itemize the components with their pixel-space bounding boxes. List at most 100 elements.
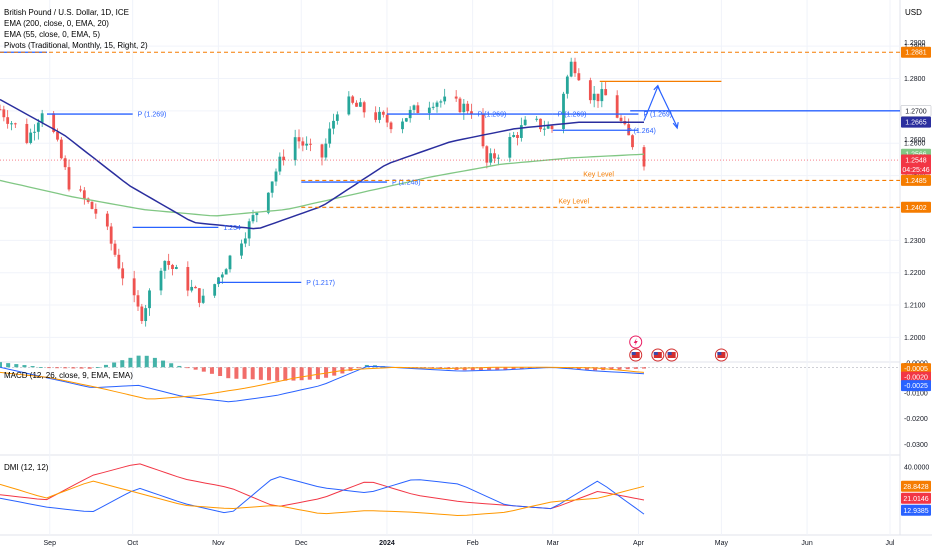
- lightning-icon[interactable]: [629, 335, 643, 349]
- candle-body[interactable]: [466, 103, 470, 112]
- candle-body[interactable]: [10, 123, 13, 125]
- macd-tag[interactable]: [901, 363, 931, 375]
- candle-body[interactable]: [401, 121, 404, 130]
- candle-body[interactable]: [565, 76, 569, 94]
- candle-body[interactable]: [328, 128, 332, 144]
- candle-body[interactable]: [52, 113, 56, 132]
- candle-body[interactable]: [159, 270, 163, 291]
- candle-body[interactable]: [592, 93, 596, 101]
- dmi-pane[interactable]: [0, 463, 645, 517]
- candle-body[interactable]: [171, 264, 174, 270]
- candle-body[interactable]: [546, 125, 550, 129]
- candle-body[interactable]: [596, 93, 600, 102]
- candle-body[interactable]: [243, 238, 247, 244]
- candle-body[interactable]: [508, 136, 512, 158]
- candle-body[interactable]: [174, 267, 178, 270]
- ema55-line[interactable]: [0, 98, 644, 230]
- candle-body[interactable]: [539, 118, 542, 130]
- candle-body[interactable]: [224, 269, 228, 275]
- candle-body[interactable]: [190, 286, 194, 291]
- candle-body[interactable]: [240, 243, 243, 256]
- candle-body[interactable]: [516, 135, 519, 138]
- candle-body[interactable]: [454, 96, 458, 99]
- candle-body[interactable]: [217, 277, 220, 285]
- candle-body[interactable]: [105, 213, 109, 227]
- candle-body[interactable]: [136, 295, 140, 307]
- candle-body[interactable]: [389, 122, 393, 130]
- macd-pane[interactable]: [0, 355, 900, 403]
- candle-body[interactable]: [355, 102, 358, 107]
- di-minus-line[interactable]: [0, 480, 645, 517]
- candle-body[interactable]: [140, 306, 144, 322]
- flag-us-icon[interactable]: [629, 348, 643, 362]
- price-tag[interactable]: [900, 105, 932, 117]
- candle-body[interactable]: [489, 153, 493, 163]
- price-tag[interactable]: [901, 154, 931, 175]
- price-tag[interactable]: [901, 116, 931, 128]
- candle-body[interactable]: [163, 260, 167, 271]
- candle-body[interactable]: [90, 201, 94, 209]
- candle-body[interactable]: [535, 118, 539, 120]
- currency-label[interactable]: USD: [905, 8, 922, 17]
- candle-body[interactable]: [278, 156, 282, 172]
- candle-body[interactable]: [523, 119, 527, 126]
- candle-body[interactable]: [0, 109, 2, 111]
- candle-body[interactable]: [481, 113, 485, 147]
- flag-us-icon[interactable]: [714, 348, 728, 362]
- candle-body[interactable]: [416, 105, 420, 113]
- price-tag[interactable]: [901, 174, 931, 186]
- candle-body[interactable]: [493, 153, 496, 159]
- candle-body[interactable]: [247, 221, 251, 239]
- candle-body[interactable]: [167, 260, 171, 265]
- candle-body[interactable]: [148, 290, 151, 309]
- candle-body[interactable]: [320, 144, 324, 158]
- candle-body[interactable]: [109, 226, 113, 244]
- candle-body[interactable]: [29, 132, 33, 143]
- candle-body[interactable]: [412, 105, 416, 110]
- candle-body[interactable]: [255, 212, 259, 216]
- candle-body[interactable]: [332, 120, 335, 129]
- candle-body[interactable]: [201, 295, 205, 303]
- candle-body[interactable]: [600, 89, 604, 102]
- candle-body[interactable]: [251, 215, 255, 222]
- candle-body[interactable]: [562, 93, 565, 129]
- candle-body[interactable]: [113, 243, 117, 255]
- dmi-tag[interactable]: [901, 492, 931, 504]
- candle-body[interactable]: [324, 143, 328, 158]
- candle-body[interactable]: [56, 131, 59, 140]
- candle-body[interactable]: [270, 181, 274, 193]
- macd-tag[interactable]: [901, 380, 931, 392]
- candle-body[interactable]: [550, 125, 554, 129]
- candle-body[interactable]: [374, 112, 378, 120]
- candle-body[interactable]: [470, 111, 473, 114]
- candle-body[interactable]: [378, 111, 381, 120]
- candle-body[interactable]: [385, 114, 389, 123]
- candle-body[interactable]: [282, 156, 286, 161]
- candle-body[interactable]: [335, 114, 339, 121]
- candle-body[interactable]: [94, 208, 98, 214]
- candle-body[interactable]: [63, 158, 67, 168]
- dmi-tag[interactable]: [901, 504, 931, 516]
- macd-tag[interactable]: [901, 371, 931, 383]
- candle-body[interactable]: [13, 123, 17, 125]
- candle-body[interactable]: [347, 96, 351, 115]
- candle-body[interactable]: [67, 167, 71, 190]
- candle-body[interactable]: [569, 61, 573, 77]
- candle-body[interactable]: [435, 102, 439, 107]
- macd-line[interactable]: [0, 365, 645, 403]
- candle-body[interactable]: [588, 80, 592, 101]
- candle-body[interactable]: [619, 117, 623, 121]
- candle-body[interactable]: [132, 278, 136, 296]
- candle-body[interactable]: [573, 61, 577, 74]
- candle-body[interactable]: [82, 190, 86, 199]
- candle-body[interactable]: [458, 98, 462, 113]
- candle-body[interactable]: [542, 128, 546, 130]
- candle-body[interactable]: [220, 274, 224, 278]
- price-tag[interactable]: [901, 201, 931, 213]
- candle-body[interactable]: [485, 146, 489, 163]
- candle-body[interactable]: [301, 141, 305, 146]
- candle-body[interactable]: [297, 137, 301, 142]
- candle-body[interactable]: [293, 137, 297, 161]
- candle-body[interactable]: [496, 157, 500, 159]
- candle-body[interactable]: [121, 268, 125, 279]
